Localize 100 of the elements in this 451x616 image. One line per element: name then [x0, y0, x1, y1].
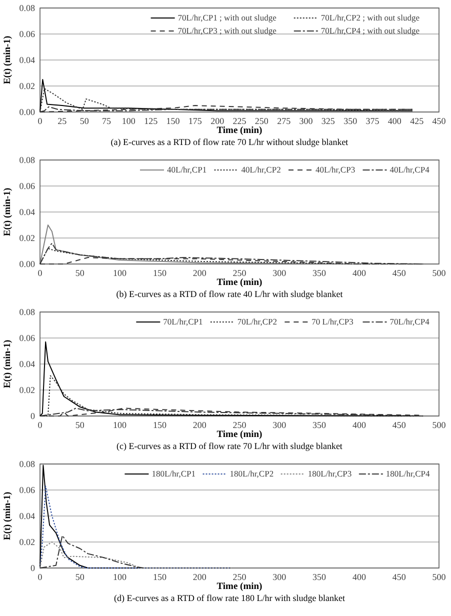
- x-tick-label: 150: [166, 116, 180, 126]
- x-tick-label: 400: [388, 116, 402, 126]
- x-tick-label: 0: [38, 572, 43, 582]
- legend-label: 40L/hr,CP4: [390, 164, 430, 175]
- y-tick-label: 0.04: [19, 510, 36, 521]
- x-tick-label: 125: [144, 116, 158, 126]
- x-tick-label: 100: [122, 116, 136, 126]
- legend-label: 70L/hr,CP1: [163, 316, 203, 327]
- x-tick-label: 50: [75, 268, 85, 278]
- x-tick-label: 350: [312, 268, 327, 278]
- y-tick-label: 0.02: [19, 384, 35, 395]
- x-tick-label: 100: [113, 572, 128, 582]
- legend-label: 180L/hr,CP2: [230, 468, 274, 479]
- x-tick-label: 0: [38, 116, 43, 126]
- x-tick-label: 50: [80, 116, 90, 126]
- legend-label: 70L/hr,CP3 ; with out sludge: [178, 26, 277, 36]
- x-tick-label: 200: [192, 420, 207, 430]
- y-axis-title: E(t) (min-1): [3, 188, 13, 236]
- legend-label: 70L/hr,CP2 ; with out sludge: [320, 12, 420, 23]
- y-tick-label: 0.06: [19, 28, 36, 39]
- y-tick-label: 0.08: [19, 154, 36, 165]
- x-tick-label: 450: [432, 116, 446, 126]
- x-tick-label: 450: [392, 572, 406, 582]
- x-tick-label: 500: [432, 268, 446, 278]
- legend-label: 70L/hr,CP2: [237, 316, 278, 327]
- legend-label: 180L/hr,CP3: [308, 468, 352, 479]
- x-tick-label: 350: [344, 116, 358, 126]
- x-tick-label: 175: [188, 116, 202, 126]
- x-tick-label: 400: [352, 420, 366, 430]
- x-tick-label: 500: [432, 420, 446, 430]
- y-tick-label: 0.04: [19, 206, 36, 217]
- x-tick-label: 50: [75, 420, 85, 430]
- x-axis-title: Time (min): [216, 126, 262, 136]
- x-tick-label: 150: [152, 420, 167, 430]
- text: (b) E-curves as a RTD of flow rate 40 L/hr with sludge blanket: [116, 289, 344, 299]
- legend-label: 180L/hr,CP4: [386, 468, 430, 479]
- y-tick-label: 0: [30, 562, 36, 573]
- x-tick-label: 100: [113, 268, 128, 278]
- y-tick-label: 0.00: [19, 106, 36, 117]
- text: (d) E-curves as a RTD of flow rate 180 L/hr with sludge blanket: [114, 593, 346, 603]
- x-tick-label: 200: [210, 116, 225, 126]
- y-tick-label: 0.08: [19, 458, 36, 469]
- x-tick-label: 225: [232, 116, 247, 126]
- x-tick-label: 100: [113, 420, 128, 430]
- x-tick-label: 150: [152, 572, 167, 582]
- x-tick-label: 300: [272, 420, 287, 430]
- x-tick-label: 400: [352, 572, 366, 582]
- y-tick-label: 0.02: [19, 232, 35, 243]
- x-tick-label: 250: [232, 268, 247, 278]
- x-tick-label: 25: [58, 116, 68, 126]
- legend-label: 40L/hr,CP3: [316, 164, 356, 175]
- x-axis-title: Time (min): [216, 430, 262, 440]
- legend-label: 70 L/hr,CP3: [312, 316, 354, 327]
- x-tick-label: 400: [352, 268, 366, 278]
- x-tick-label: 0: [38, 268, 43, 278]
- x-tick-label: 450: [392, 268, 406, 278]
- x-tick-label: 250: [232, 572, 247, 582]
- text: (a) E-curves as a RTD of flow rate 70 L/hr without sludge blanket: [110, 137, 349, 147]
- x-tick-label: 50: [75, 572, 85, 582]
- y-tick-label: 0.02: [19, 536, 35, 547]
- x-tick-label: 150: [152, 268, 167, 278]
- text: (c) E-curves as a RTD of flow rate 70 L/hr with sludge blanket: [116, 441, 343, 451]
- x-tick-label: 250: [254, 116, 269, 126]
- y-tick-label: 0.00: [19, 258, 36, 269]
- x-tick-label: 325: [321, 116, 336, 126]
- x-axis-title: Time (min): [216, 278, 262, 288]
- y-tick-label: 0.04: [19, 54, 36, 65]
- legend-label: 180L/hr,CP1: [152, 468, 196, 479]
- x-tick-label: 200: [192, 572, 207, 582]
- x-axis-title: Time (min): [216, 582, 262, 592]
- x-tick-label: 350: [312, 572, 327, 582]
- x-tick-label: 200: [192, 268, 207, 278]
- y-tick-label: 0: [30, 410, 36, 421]
- y-tick-label: 0.02: [19, 80, 35, 91]
- legend-label: 70L/hr,CP1 ; with out sludge: [178, 12, 277, 23]
- y-axis-title: E(t) (min-1): [3, 36, 13, 84]
- y-tick-label: 0.04: [19, 358, 36, 369]
- x-tick-label: 300: [299, 116, 314, 126]
- x-tick-label: 425: [410, 116, 424, 126]
- x-tick-label: 350: [312, 420, 327, 430]
- y-axis-title: E(t) (min-1): [3, 340, 13, 388]
- legend-label: 40L/hr,CP2: [241, 164, 281, 175]
- y-tick-label: 0.08: [19, 2, 36, 13]
- y-tick-label: 0.06: [19, 484, 36, 495]
- y-axis-title: E(t) (min-1): [3, 492, 13, 540]
- y-tick-label: 0.06: [19, 332, 36, 343]
- x-tick-label: 500: [432, 572, 446, 582]
- y-tick-label: 0.08: [19, 306, 36, 317]
- x-tick-label: 375: [366, 116, 380, 126]
- x-tick-label: 0: [38, 420, 43, 430]
- legend-label: 70L/hr,CP4: [390, 316, 430, 327]
- x-tick-label: 300: [272, 268, 287, 278]
- y-tick-label: 0.06: [19, 180, 36, 191]
- x-tick-label: 75: [102, 116, 112, 126]
- x-tick-label: 275: [277, 116, 292, 126]
- x-tick-label: 300: [272, 572, 287, 582]
- x-tick-label: 450: [392, 420, 406, 430]
- x-tick-label: 250: [232, 420, 247, 430]
- legend-label: 40L/hr,CP1: [167, 164, 207, 175]
- legend-label: 70L/hr,CP4 ; with out sludge: [320, 26, 420, 36]
